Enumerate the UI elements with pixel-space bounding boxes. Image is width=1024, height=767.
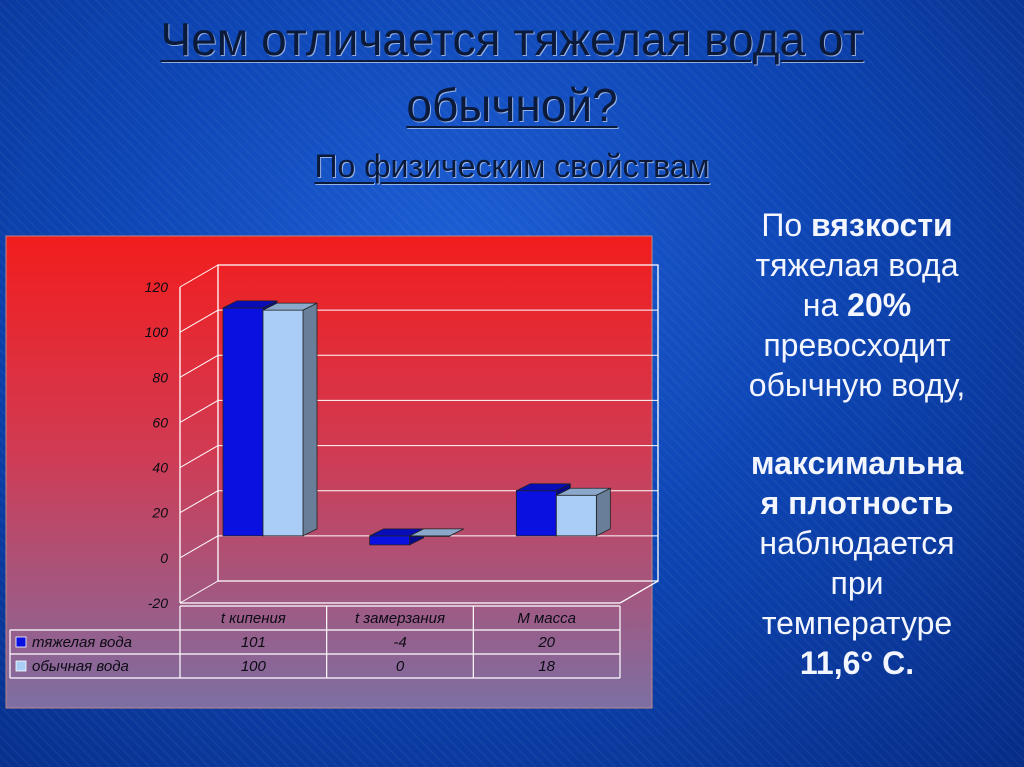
chart-panel (5, 235, 653, 709)
legend-swatch (15, 636, 27, 648)
side-line-1: По вязкости (761, 207, 953, 243)
gridline-side (179, 399, 219, 423)
bar-heavy-1 (369, 528, 425, 546)
side-line-8: наблюдается (759, 525, 955, 561)
y-tick-label: 120 (145, 279, 169, 295)
side-line-7: я плотность (760, 485, 954, 521)
bar-side (302, 302, 318, 537)
slide-title-line1: Чем отличается тяжелая вода от (160, 13, 864, 65)
y-tick-label: -20 (148, 595, 168, 611)
y-tick-label: 60 (152, 414, 168, 430)
gridline-side (179, 264, 219, 288)
bar-normal-2 (555, 487, 611, 537)
table-category-label: t замерзания (355, 610, 445, 627)
gridline-side (179, 445, 219, 469)
bar-top (262, 302, 318, 311)
legend-series-name: тяжелая вода (32, 634, 132, 651)
table-category-label: М масса (517, 610, 576, 627)
bar-top (222, 300, 278, 309)
table-value: 0 (396, 658, 405, 675)
bar-top (409, 528, 464, 537)
bar-normal-0 (262, 302, 318, 537)
chart-bars (222, 300, 611, 546)
side-text: По вязкости тяжелая вода на 20% превосхо… (712, 205, 1002, 683)
y-tick-label: 80 (152, 369, 168, 385)
side-line-11: 11,6° С. (799, 645, 915, 681)
y-tick-label: 40 (152, 460, 168, 476)
y-tick-label: 20 (151, 505, 168, 521)
bar-normal-1 (409, 528, 464, 537)
bar-side (595, 487, 611, 537)
bar-top (556, 487, 611, 496)
bar-front (262, 309, 304, 537)
side-line-9: при (830, 565, 884, 601)
table-value: 18 (538, 658, 555, 675)
side-line-3: на 20% (802, 287, 912, 323)
bar-front (555, 494, 597, 537)
bar-top (516, 483, 571, 492)
side-line-2: тяжелая вода (755, 247, 959, 283)
table-value: 101 (241, 634, 266, 651)
slide-subtitle: По физическим свойствам (314, 148, 710, 184)
side-line-4: превосходит (763, 327, 951, 363)
table-value: 100 (241, 658, 267, 675)
y-tick-label: 0 (160, 550, 168, 566)
bar-front (515, 490, 557, 537)
bar-front (369, 535, 411, 546)
gridline-side (179, 535, 219, 559)
chart-data-table: t кипения t замерзания М масса тяжелая вода… (9, 605, 621, 679)
side-line-6: максимальна (750, 445, 964, 481)
bar-front (222, 307, 264, 537)
side-line-10: температуре (761, 605, 953, 641)
gridline-side (179, 354, 219, 378)
table-value: 20 (537, 634, 555, 651)
gridline-side (179, 580, 219, 604)
slide-title-line2: обычной? (406, 79, 618, 131)
table-value: -4 (393, 634, 406, 651)
gridline-side (179, 490, 219, 514)
table-category-label: t кипения (221, 610, 286, 627)
y-tick-label: 100 (145, 324, 169, 340)
side-line-5: обычную воду, (748, 367, 966, 403)
chart-floor-edge (619, 580, 659, 604)
gridline-side (179, 309, 219, 333)
legend-series-name: обычная вода (32, 658, 129, 675)
legend-swatch (15, 660, 27, 672)
